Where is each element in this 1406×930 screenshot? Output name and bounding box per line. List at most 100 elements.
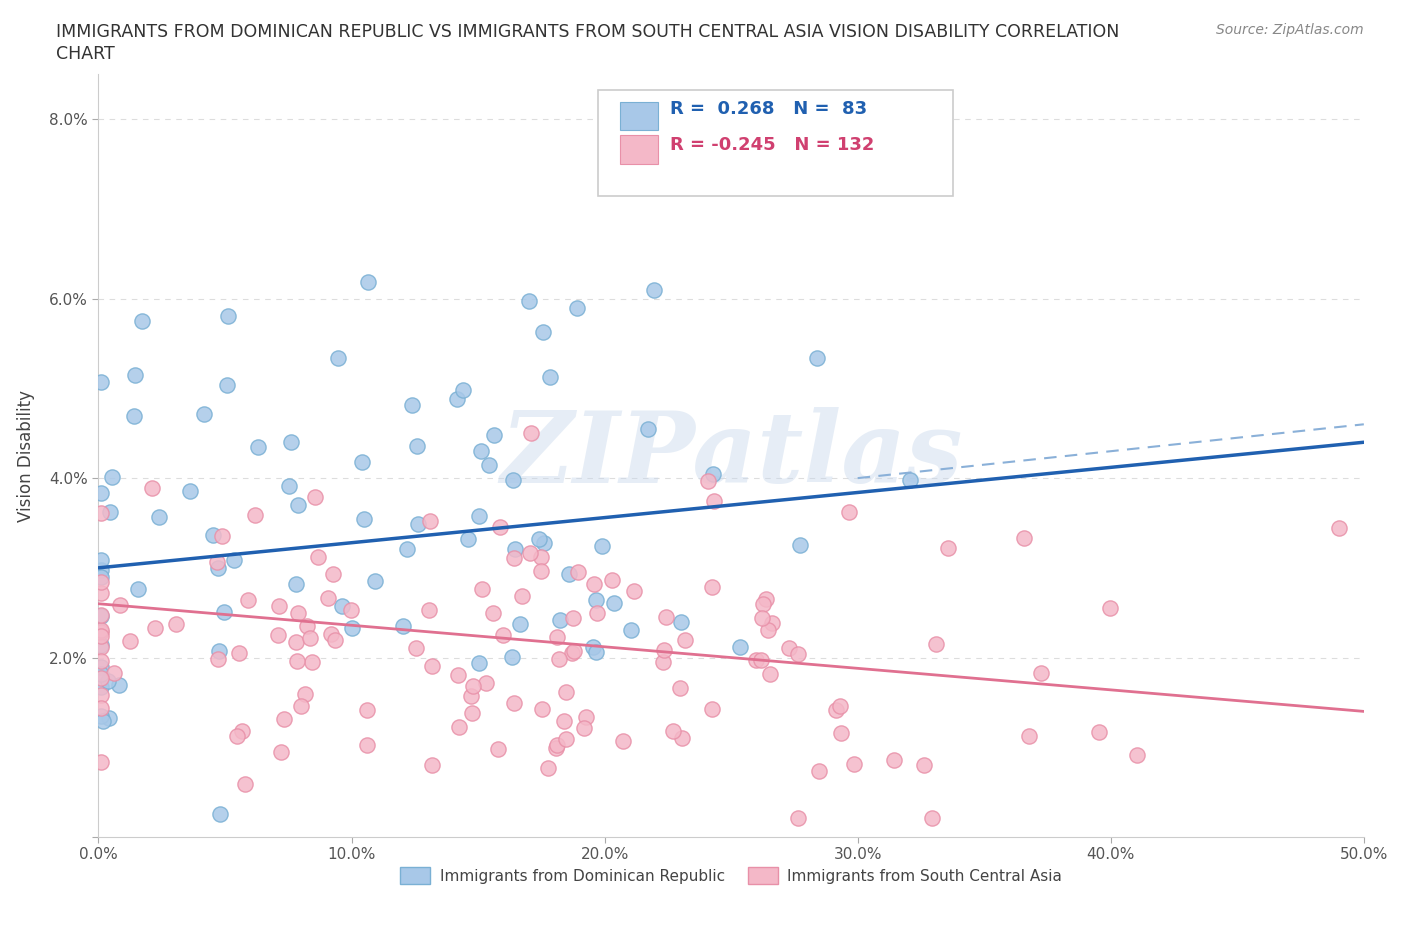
Point [278,479,301,494]
Point [825,703,848,718]
Point [471,581,494,596]
Point [546,737,568,752]
Point [211,528,233,543]
Point [1126,747,1149,762]
Point [352,455,374,470]
Point [519,426,541,441]
Point [124,367,146,382]
Point [246,440,269,455]
Point [752,596,775,611]
Point [582,577,605,591]
Point [786,810,808,825]
Point [572,721,595,736]
Point [898,472,921,487]
Point [419,513,441,528]
Point [392,618,415,633]
Point [1018,728,1040,743]
Point [603,595,626,610]
Point [97,673,120,688]
Point [925,636,948,651]
Point [555,731,578,746]
Point [755,591,778,606]
Point [883,753,905,768]
Point [501,650,523,665]
Y-axis label: Vision Disability: Vision Disability [17,390,35,522]
Point [457,532,479,547]
Point [1088,724,1111,739]
Point [460,688,482,703]
Point [546,630,568,644]
Point [751,611,773,626]
Point [207,651,229,666]
Point [90,374,112,389]
Point [228,646,250,661]
Point [325,633,347,648]
Point [446,392,468,406]
Point [420,758,443,773]
Point [671,731,693,746]
Point [789,538,811,553]
Point [623,583,645,598]
Point [921,811,943,826]
Legend: Immigrants from Dominican Republic, Immigrants from South Central Asia: Immigrants from Dominican Republic, Immi… [394,860,1069,890]
Point [217,379,239,393]
Point [141,481,163,496]
Point [356,702,378,717]
Point [90,640,112,655]
Point [655,609,678,624]
Point [1012,530,1035,545]
Point [298,631,321,645]
Point [90,622,112,637]
Point [461,706,484,721]
Point [406,439,429,454]
Point [222,552,245,567]
Point [702,702,724,717]
Point [90,701,112,716]
Point [287,498,309,512]
Point [561,645,583,660]
Point [758,667,780,682]
Point [131,313,153,328]
Point [90,687,112,702]
Point [90,608,112,623]
Point [533,536,555,551]
Point [328,351,350,365]
Point [585,592,607,607]
FancyBboxPatch shape [620,102,658,130]
Point [838,505,860,520]
Point [567,565,589,579]
Point [463,678,485,693]
Point [756,622,779,637]
Point [554,684,576,699]
Point [90,485,112,500]
Point [90,574,112,589]
Point [468,656,491,671]
Point [148,510,170,525]
Point [120,634,142,649]
Point [322,566,344,581]
Point [652,655,675,670]
Point [475,675,498,690]
Point [98,711,121,726]
Point [591,538,613,553]
Point [406,517,429,532]
Point [90,563,112,578]
Point [231,724,253,738]
Point [519,546,541,561]
Point [201,528,224,543]
Point [778,641,800,656]
Point [703,493,725,508]
Point [662,724,685,738]
Point [356,737,378,752]
Point [484,428,506,443]
Point [209,806,232,821]
Point [453,382,475,397]
Point [502,696,524,711]
Point [267,598,290,613]
Point [486,741,509,756]
Point [108,597,131,612]
Point [828,698,851,713]
Point [287,605,309,620]
Point [243,508,266,523]
Point [103,665,125,680]
